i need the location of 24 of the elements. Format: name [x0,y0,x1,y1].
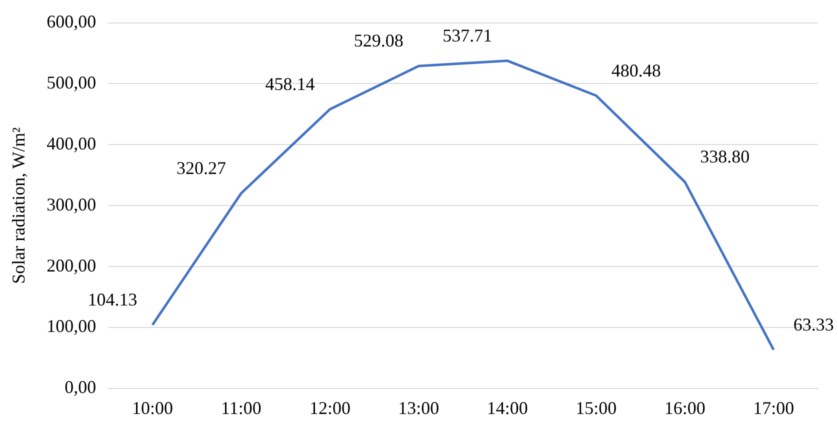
y-tick-label: 400,00 [46,133,96,154]
data-label: 458.14 [265,74,315,94]
x-tick-label: 10:00 [132,398,173,418]
data-label: 338.80 [700,146,750,167]
y-tick-label: 300,00 [46,194,96,214]
data-label: 63.33 [793,314,834,335]
data-label: 537.71 [442,25,492,46]
data-label: 529.08 [354,30,404,51]
x-tick-label: 15:00 [576,398,617,418]
x-tick-label: 13:00 [398,398,440,418]
data-label: 480.48 [611,60,661,80]
y-tick-label: 500,00 [46,72,96,92]
data-label: 320.27 [176,158,226,178]
x-tick-label: 16:00 [664,398,706,418]
data-label: 104.13 [88,290,138,310]
x-tick-label: 14:00 [486,398,528,418]
y-tick-label: 100,00 [46,316,96,336]
x-tick-label: 11:00 [221,398,262,418]
y-axis-title: Solar radiation, W/m² [8,127,29,284]
x-tick-label: 12:00 [309,398,350,418]
y-tick-label: 0,00 [64,377,96,398]
x-tick-label: 17:00 [753,398,794,418]
y-tick-label: 200,00 [46,255,96,276]
y-tick-label: 600,00 [46,12,96,32]
